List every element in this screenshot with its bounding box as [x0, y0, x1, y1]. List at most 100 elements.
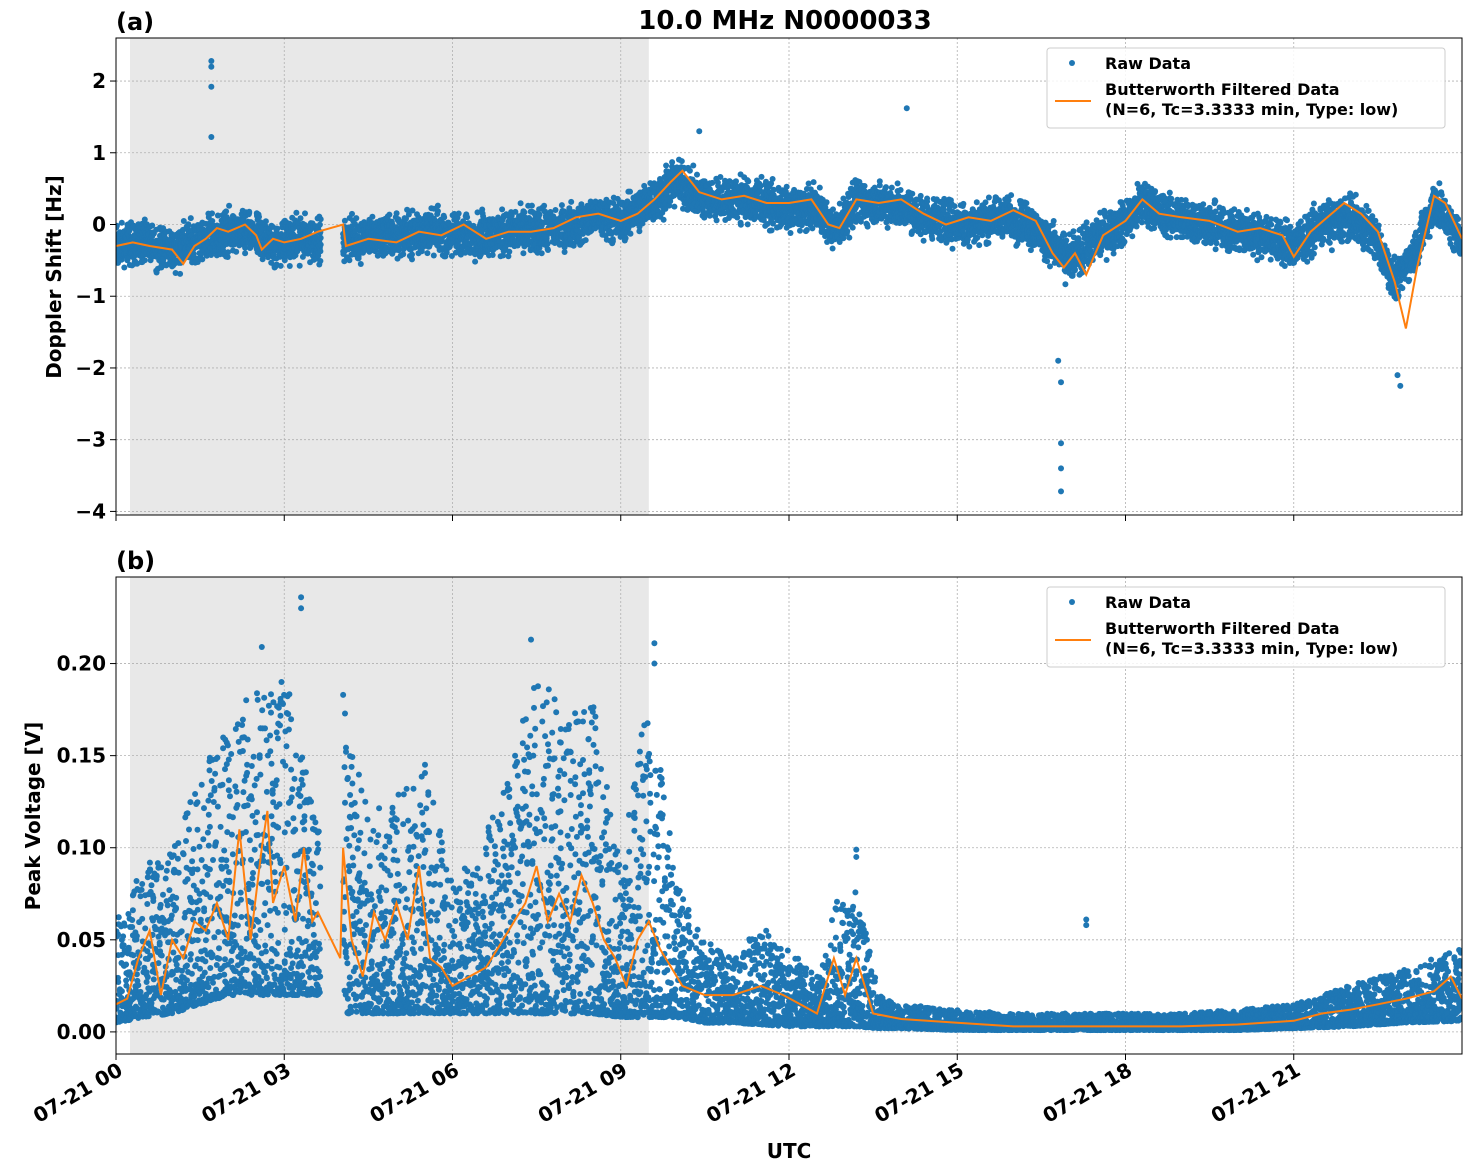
- raw-data-point: [149, 222, 156, 229]
- raw-data-point: [917, 192, 924, 199]
- raw-data-point: [353, 215, 360, 222]
- raw-data-point: [505, 253, 512, 260]
- raw-data-point: [257, 219, 264, 226]
- raw-data-point: [541, 202, 548, 209]
- raw-data-point: [474, 209, 481, 216]
- raw-data-point: [734, 214, 741, 221]
- raw-data-point: [929, 235, 936, 242]
- raw-data-point: [770, 186, 777, 193]
- raw-data-point: [141, 257, 148, 264]
- raw-data-point: [823, 199, 830, 206]
- raw-data-point: [185, 221, 192, 228]
- raw-data-point: [960, 200, 967, 207]
- raw-data-point: [242, 250, 249, 257]
- raw-data-point: [951, 203, 958, 210]
- raw-data-point: [758, 173, 765, 180]
- raw-data-point: [768, 227, 775, 234]
- raw-data-point: [721, 210, 728, 217]
- raw-data-point: [434, 202, 441, 209]
- raw-data-point: [582, 237, 589, 244]
- raw-data-point: [717, 174, 724, 180]
- raw-data-point: [949, 245, 956, 252]
- raw-data-point: [396, 246, 403, 253]
- raw-data-point: [223, 208, 230, 215]
- raw-data-point: [985, 240, 992, 246]
- raw-data-point: [434, 208, 441, 215]
- raw-data-point: [317, 216, 324, 223]
- raw-data-point: [489, 252, 496, 258]
- raw-data-point: [544, 240, 551, 247]
- raw-data-point: [369, 213, 376, 220]
- raw-data-point: [317, 241, 324, 248]
- raw-data-point: [764, 221, 771, 227]
- raw-data-point: [883, 184, 889, 191]
- raw-data-point: [424, 250, 431, 257]
- raw-data-point: [576, 234, 582, 241]
- raw-data-point: [844, 228, 851, 235]
- raw-data-point: [295, 219, 302, 226]
- raw-data-point: [520, 250, 527, 257]
- raw-data-point: [225, 249, 231, 256]
- raw-data-point: [884, 224, 891, 231]
- raw-data-point: [256, 213, 262, 220]
- raw-data-point: [121, 264, 128, 271]
- raw-data-point: [829, 245, 836, 252]
- raw-data-point: [701, 178, 708, 185]
- raw-data-point: [561, 244, 568, 251]
- raw-data-point: [669, 159, 676, 166]
- raw-data-point: [787, 230, 794, 236]
- raw-data-point: [622, 235, 629, 242]
- raw-data-point: [973, 199, 980, 206]
- panel-a-ylabel: Doppler Shift [Hz]: [42, 175, 66, 379]
- raw-data-point: [426, 241, 433, 248]
- raw-data-point: [552, 207, 559, 213]
- raw-data-point: [545, 247, 551, 253]
- raw-data-point: [966, 243, 973, 250]
- raw-data-point: [172, 270, 179, 276]
- figure-title: 10.0 MHz N0000033: [638, 6, 931, 36]
- raw-data-point: [242, 244, 249, 251]
- raw-data-point: [409, 251, 415, 258]
- raw-data-point: [293, 209, 300, 216]
- raw-data-point: [297, 215, 304, 222]
- raw-data-point: [592, 198, 599, 205]
- raw-data-point: [982, 199, 989, 206]
- raw-data-point: [609, 238, 616, 245]
- raw-data-point: [678, 158, 685, 165]
- raw-data-point: [317, 234, 324, 241]
- raw-data-point: [846, 234, 853, 241]
- raw-data-point: [888, 184, 895, 191]
- raw-data-point: [262, 218, 269, 225]
- raw-data-point: [441, 214, 448, 221]
- raw-data-point: [141, 216, 148, 223]
- raw-data-point: [536, 211, 543, 218]
- raw-data-point: [246, 208, 253, 215]
- raw-data-point: [713, 217, 720, 224]
- raw-data-point: [472, 258, 479, 265]
- raw-data-point: [757, 183, 764, 190]
- raw-data-point: [382, 250, 389, 257]
- raw-data-point: [737, 221, 744, 228]
- raw-data-point: [296, 262, 303, 269]
- raw-data-point: [226, 202, 233, 209]
- raw-data-point: [733, 178, 739, 185]
- raw-data-point: [209, 218, 216, 224]
- raw-data-point: [663, 162, 670, 169]
- raw-data-point: [894, 180, 901, 187]
- raw-data-point: [797, 227, 803, 234]
- raw-data-point: [558, 202, 565, 209]
- raw-data-point: [897, 187, 904, 193]
- night-shade-region: [130, 38, 649, 515]
- raw-data-point: [547, 209, 554, 215]
- raw-data-point: [660, 216, 667, 223]
- raw-data-point: [499, 206, 506, 213]
- raw-data-point: [496, 238, 503, 245]
- raw-data-point: [409, 207, 416, 214]
- raw-data-point: [770, 220, 776, 227]
- raw-data-point: [405, 211, 412, 218]
- raw-data-point: [783, 183, 790, 190]
- raw-data-point: [430, 252, 437, 259]
- raw-data-point: [816, 184, 823, 191]
